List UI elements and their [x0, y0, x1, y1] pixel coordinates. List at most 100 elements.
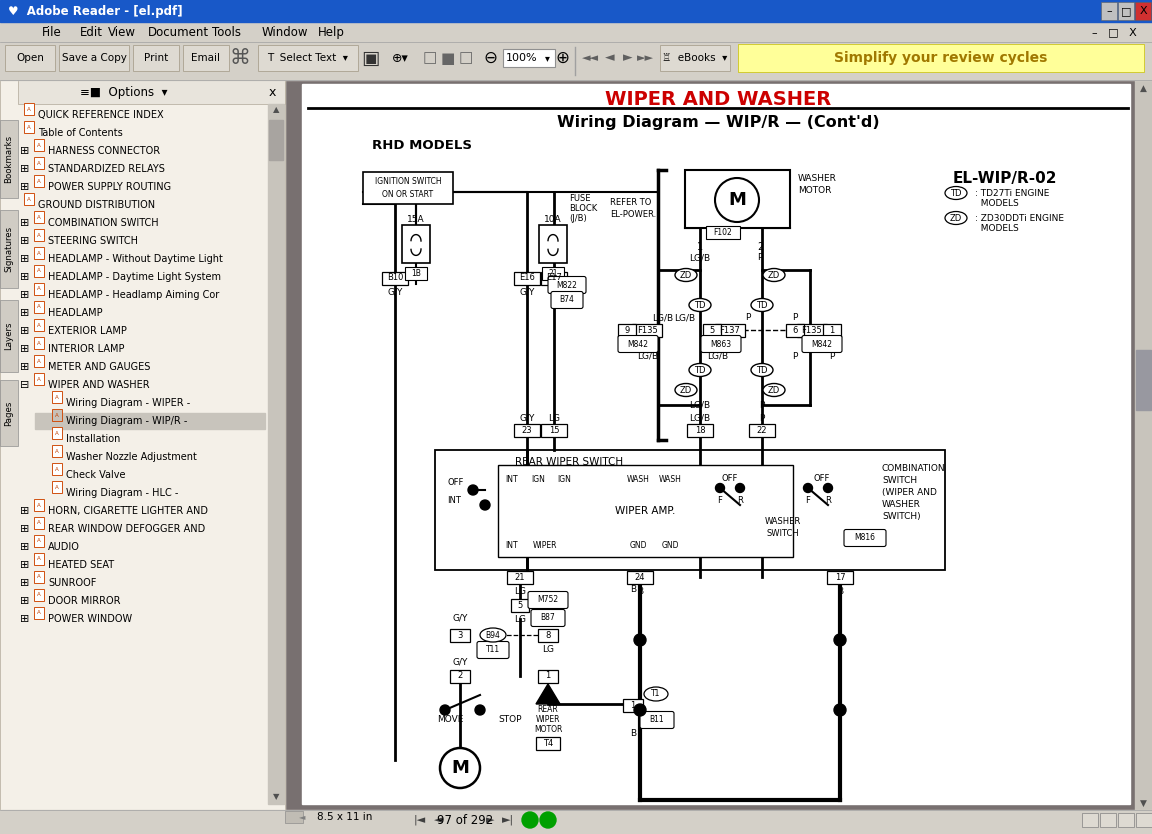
Text: ZD: ZD	[768, 270, 780, 279]
Text: WIPER: WIPER	[536, 716, 560, 725]
Bar	[1117, 2, 1134, 20]
Text: ⊞: ⊞	[20, 308, 29, 318]
Text: B: B	[838, 586, 843, 595]
Bar	[35, 265, 44, 277]
Text: ▾: ▾	[545, 53, 550, 63]
Bar	[1101, 2, 1117, 20]
Text: 1: 1	[630, 701, 636, 710]
Text: TD: TD	[695, 300, 706, 309]
Bar	[52, 481, 62, 493]
Bar	[749, 424, 775, 436]
Ellipse shape	[480, 628, 506, 642]
Text: ◄◄: ◄◄	[582, 53, 599, 63]
Bar	[35, 571, 44, 583]
Text: Window: Window	[262, 26, 309, 38]
Text: x: x	[268, 86, 275, 98]
Text: G/Y: G/Y	[453, 614, 468, 622]
Circle shape	[522, 812, 538, 828]
Text: ◄: ◄	[21, 813, 29, 823]
Text: REAR WIPER SWITCH: REAR WIPER SWITCH	[515, 457, 623, 467]
Bar	[827, 570, 852, 584]
Circle shape	[468, 485, 478, 495]
Text: F135: F135	[802, 325, 823, 334]
Bar	[0, 810, 1152, 834]
Text: INT: INT	[447, 495, 461, 505]
Circle shape	[475, 705, 485, 715]
Text: A: A	[55, 466, 59, 471]
Bar	[0, 22, 1152, 42]
Text: F: F	[805, 495, 811, 505]
Text: ⊞: ⊞	[20, 326, 29, 336]
Bar	[285, 80, 1135, 810]
Text: INT: INT	[506, 475, 518, 484]
Text: Wiring Diagram - HLC -: Wiring Diagram - HLC -	[66, 488, 179, 498]
Text: BLOCK: BLOCK	[569, 203, 597, 213]
Bar	[52, 463, 62, 475]
Text: G/Y: G/Y	[520, 414, 535, 423]
Bar	[35, 355, 44, 367]
FancyBboxPatch shape	[844, 530, 886, 546]
Text: GND: GND	[629, 540, 646, 550]
Text: A: A	[37, 304, 40, 309]
Bar	[35, 247, 44, 259]
Text: Signatures: Signatures	[5, 226, 14, 272]
Bar	[35, 319, 44, 331]
Bar	[541, 267, 564, 279]
Text: B87: B87	[540, 614, 555, 622]
Bar	[35, 139, 44, 151]
Circle shape	[824, 484, 833, 493]
Ellipse shape	[751, 299, 773, 312]
Text: OFF: OFF	[813, 474, 831, 483]
Text: Help: Help	[318, 26, 344, 38]
Text: A: A	[55, 430, 59, 435]
Bar	[538, 670, 558, 682]
Bar	[715, 324, 745, 336]
Text: : ZD30DDTi ENGINE: : ZD30DDTi ENGINE	[975, 214, 1064, 223]
Bar	[406, 267, 427, 279]
Text: T1: T1	[651, 690, 661, 699]
Text: P: P	[759, 400, 765, 409]
Text: OFF: OFF	[447, 478, 463, 486]
Bar	[450, 670, 470, 682]
Text: STANDARDIZED RELAYS: STANDARDIZED RELAYS	[48, 164, 165, 174]
Bar	[0, 380, 18, 446]
Text: 21: 21	[548, 269, 558, 278]
Text: F137: F137	[720, 325, 741, 334]
Text: 97 of 292: 97 of 292	[437, 813, 493, 826]
Bar	[0, 22, 38, 42]
Bar	[823, 324, 841, 336]
Text: ⊞: ⊞	[20, 182, 29, 192]
Text: POWER SUPPLY ROUTING: POWER SUPPLY ROUTING	[48, 182, 172, 192]
Circle shape	[834, 634, 846, 646]
Text: A: A	[28, 107, 31, 112]
Text: ►: ►	[257, 813, 265, 823]
FancyBboxPatch shape	[528, 591, 568, 609]
Text: LG/B: LG/B	[689, 254, 711, 263]
FancyBboxPatch shape	[531, 610, 564, 626]
Text: HARNESS CONNECTOR: HARNESS CONNECTOR	[48, 146, 160, 156]
Text: B94: B94	[485, 631, 500, 640]
Text: 1: 1	[697, 242, 703, 252]
Text: Print: Print	[144, 53, 168, 63]
Text: A: A	[37, 376, 40, 381]
Bar	[541, 272, 567, 284]
Text: 5: 5	[517, 600, 523, 610]
Text: ⌘: ⌘	[229, 48, 250, 68]
Text: 2: 2	[457, 671, 463, 681]
Bar	[503, 49, 555, 67]
Text: EXTERIOR LAMP: EXTERIOR LAMP	[48, 326, 127, 336]
Text: A: A	[37, 178, 40, 183]
Bar	[632, 324, 662, 336]
Text: ⊕▾: ⊕▾	[392, 52, 408, 64]
Text: Wiring Diagram - WIPER -: Wiring Diagram - WIPER -	[66, 398, 190, 408]
Text: DOOR MIRROR: DOOR MIRROR	[48, 596, 121, 606]
Bar	[623, 699, 643, 711]
Text: 8.5 x 11 in: 8.5 x 11 in	[317, 812, 373, 822]
Text: B: B	[630, 585, 636, 595]
Text: –: –	[1106, 6, 1112, 16]
Bar	[35, 157, 44, 169]
Text: ⊞: ⊞	[20, 290, 29, 300]
Text: B: B	[630, 730, 636, 738]
Text: MOVE: MOVE	[437, 716, 463, 725]
Circle shape	[834, 704, 846, 716]
